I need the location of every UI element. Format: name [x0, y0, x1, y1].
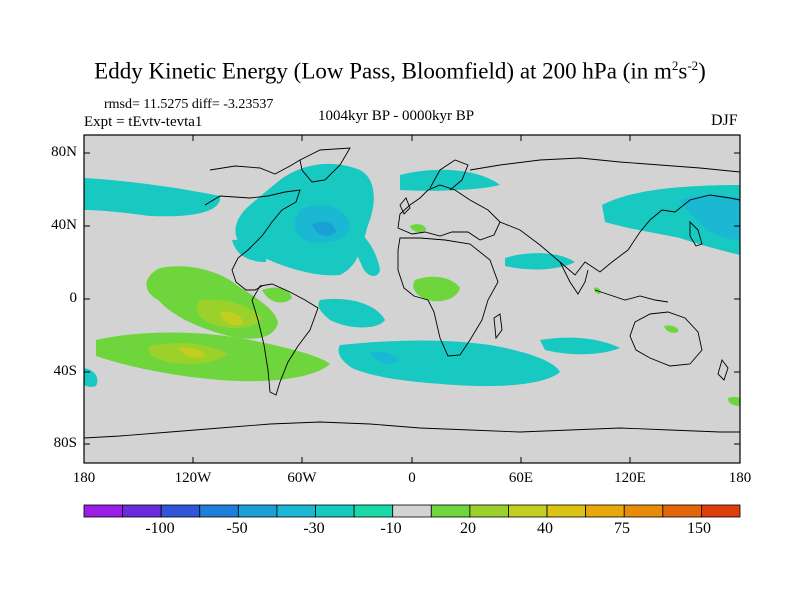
- colorbar-label: -50: [226, 520, 248, 537]
- coastline-north-america: [204, 189, 301, 291]
- south-pacific-west-blob: [84, 368, 98, 387]
- colorbar-box: [392, 504, 432, 518]
- colorbar-box: [276, 504, 316, 518]
- south-america-east-arm: [262, 287, 292, 303]
- colorbar-box: [83, 504, 123, 518]
- plot-title: Eddy Kinetic Energy (Low Pass, Bloomfiel…: [94, 58, 706, 84]
- africa-positive: [413, 276, 460, 302]
- coastline-uk: [399, 197, 411, 215]
- central-asia-arm: [400, 169, 500, 191]
- lon-label-180w: 180: [72, 470, 96, 486]
- colorbar: [83, 504, 741, 518]
- coastline-south-america: [251, 283, 319, 396]
- coastline-new-zealand: [717, 359, 729, 381]
- coastline-siberia: [469, 157, 741, 173]
- north-atlantic-inner: [312, 221, 336, 236]
- coastline-europe: [397, 184, 501, 241]
- anomaly-fields: [84, 163, 740, 406]
- coastline-africa: [397, 237, 499, 357]
- lon-label-120w: 120W: [174, 470, 212, 486]
- colorbar-label: 150: [687, 520, 711, 537]
- south-pacific-positive-peak: [220, 311, 243, 326]
- colorbar-box: [546, 504, 587, 518]
- coastlines: [83, 147, 741, 439]
- colorbar-box: [315, 504, 355, 518]
- south-indian-arm: [540, 337, 620, 355]
- lon-label-180e: 180: [728, 470, 752, 486]
- lon-label-60e: 60E: [508, 470, 534, 486]
- colorbar-box: [469, 504, 509, 518]
- lon-label-60w: 60W: [287, 470, 317, 486]
- lat-label-0: 0: [69, 290, 78, 306]
- southern-band-positive-peak: [178, 347, 206, 358]
- coastline-antarctica: [83, 421, 740, 439]
- colorbar-box: [701, 504, 741, 518]
- coastline-greenland: [299, 147, 351, 183]
- season-label: DJF: [711, 112, 738, 129]
- colorbar-box: [508, 504, 548, 518]
- north-america-east-arm: [232, 239, 267, 262]
- southern-ocean-band: [338, 340, 560, 387]
- coastline-scandinavia: [429, 159, 469, 191]
- colorbar-box: [623, 504, 664, 518]
- arabian-region: [505, 253, 575, 270]
- colorbar-label: -100: [145, 520, 175, 537]
- coastline-asia: [499, 194, 741, 276]
- colorbar-box: [160, 504, 201, 518]
- coastline-india: [559, 261, 589, 295]
- colorbar-box: [122, 504, 162, 518]
- colorbar-box: [430, 504, 471, 518]
- colorbar-label: 20: [460, 520, 476, 537]
- southern-ocean-core: [370, 351, 399, 364]
- coastline-japan: [689, 220, 703, 247]
- lat-label-80n: 80N: [51, 144, 77, 160]
- west-pacific-core: [680, 194, 740, 240]
- period-label: 1004kyr BP - 0000kyr BP: [318, 108, 475, 124]
- colorbar-box: [585, 504, 625, 518]
- colorbar-box: [662, 504, 702, 518]
- atlantic-tongue: [354, 230, 380, 276]
- coastline-madagascar: [493, 313, 503, 340]
- north-pacific-band: [84, 178, 221, 217]
- southeast-pacific-positive: [728, 396, 740, 406]
- colorbar-label: 40: [537, 520, 553, 537]
- colorbar-box: [237, 504, 278, 518]
- lon-label-120e: 120E: [614, 470, 646, 486]
- coastline-north-america-arctic: [209, 159, 301, 175]
- coastline-indonesia: [594, 289, 669, 303]
- lon-label-0: 0: [408, 470, 416, 486]
- mediterranean-positive: [410, 224, 426, 233]
- colorbar-box: [353, 504, 394, 518]
- rmsd-diff-text: rmsd= 11.5275 diff= -3.23537: [104, 97, 274, 112]
- experiment-label: Expt = tEvtv-tevta1: [84, 114, 203, 130]
- colorbar-box: [199, 504, 239, 518]
- colorbar-label: -10: [380, 520, 402, 537]
- coastline-australia: [629, 311, 703, 367]
- lat-label-80s: 80S: [53, 435, 77, 451]
- colorbar-label: -30: [303, 520, 325, 537]
- lat-label-40s: 40S: [53, 363, 77, 379]
- australia-positive: [664, 325, 679, 333]
- colorbar-label: 75: [614, 520, 630, 537]
- axis-ticks: [83, 135, 741, 463]
- equatorial-atlantic-blob: [318, 298, 385, 328]
- lat-label-40n: 40N: [51, 217, 77, 233]
